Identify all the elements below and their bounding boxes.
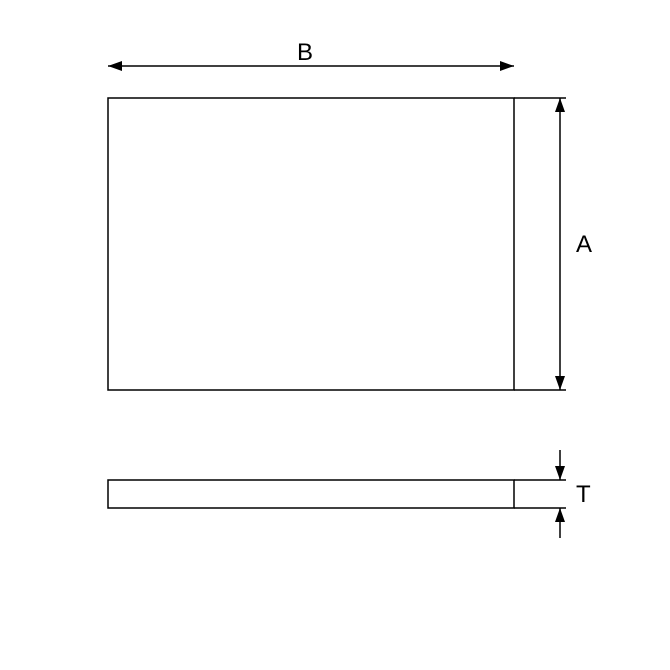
arrow-head xyxy=(500,61,514,71)
technical-drawing: B A T xyxy=(0,0,670,670)
arrow-head xyxy=(108,61,122,71)
top-view-rect xyxy=(108,98,514,390)
side-view-rect xyxy=(108,480,514,508)
arrow-head xyxy=(555,98,565,112)
arrow-head xyxy=(555,466,565,480)
dim-t-label: T xyxy=(576,481,591,508)
dim-b-label: B xyxy=(297,39,313,66)
arrow-head xyxy=(555,376,565,390)
arrow-head xyxy=(555,508,565,522)
dim-a-label: A xyxy=(576,231,592,258)
